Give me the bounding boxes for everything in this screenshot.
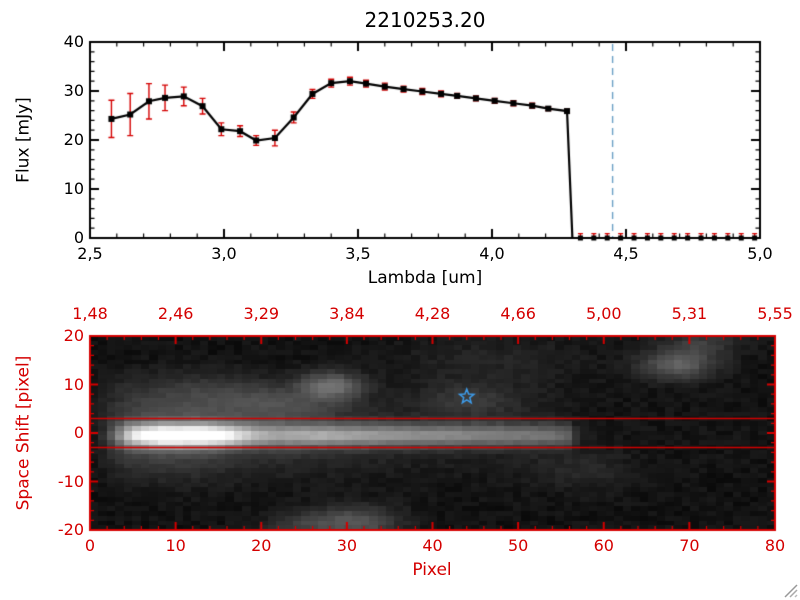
space-shift-tick-label: 20 xyxy=(63,326,84,345)
pixel-axis-label: Pixel xyxy=(412,560,452,580)
flux-tick-label: 40 xyxy=(63,32,84,51)
flux-tick-label: 30 xyxy=(63,81,84,100)
pixel-tick-label: 70 xyxy=(679,536,700,555)
lambda-tick-label: 3,5 xyxy=(345,244,371,263)
wavelength-tick-label: 4,28 xyxy=(414,304,451,323)
space-shift-tick-label: 10 xyxy=(63,374,84,394)
pixel-tick-label: 50 xyxy=(507,536,529,555)
wavelength-tick-label: 3,29 xyxy=(243,304,280,323)
flux-tick-label: 20 xyxy=(63,130,84,149)
pixel-tick-label: 60 xyxy=(593,536,614,555)
space-shift-tick-label: -20 xyxy=(57,520,84,539)
lambda-tick-label: 3,0 xyxy=(211,244,237,263)
plot-title: 2210253.20 xyxy=(364,8,486,32)
wavelength-tick-label: 4,66 xyxy=(500,304,536,323)
lambda-axis-label: Lambda [um] xyxy=(367,268,483,288)
flux-tick-label: 10 xyxy=(63,179,84,198)
pixel-tick-label: 20 xyxy=(251,536,272,555)
pixel-tick-label: 10 xyxy=(165,536,186,555)
window-resize-grip-icon[interactable] xyxy=(782,582,798,598)
space-shift-tick-label: 0 xyxy=(73,423,84,442)
lambda-tick-label: 2,5 xyxy=(77,244,103,263)
wavelength-tick-label: 3,84 xyxy=(329,304,365,323)
pixel-tick-label: 80 xyxy=(764,536,786,555)
flux-tick-label: 0 xyxy=(73,228,84,247)
wavelength-tick-label: 1,48 xyxy=(72,304,108,323)
space-shift-tick-label: -10 xyxy=(57,471,84,491)
lambda-tick-label: 4,0 xyxy=(479,244,505,263)
wavelength-tick-label: 5,55 xyxy=(757,304,793,323)
wavelength-tick-label: 5,31 xyxy=(671,304,708,323)
pixel-tick-label: 0 xyxy=(84,536,96,555)
pixel-tick-label: 30 xyxy=(336,536,358,555)
wavelength-tick-label: 5,00 xyxy=(585,304,622,323)
wavelength-tick-label: 2,46 xyxy=(157,304,194,323)
space-shift-axis-label: Space Shift [pixel] xyxy=(13,355,34,511)
flux-axis-label: Flux [mJy] xyxy=(13,97,34,183)
lambda-tick-label: 4,5 xyxy=(613,244,639,263)
lambda-tick-label: 5,0 xyxy=(747,244,773,263)
pixel-tick-label: 40 xyxy=(422,536,443,555)
